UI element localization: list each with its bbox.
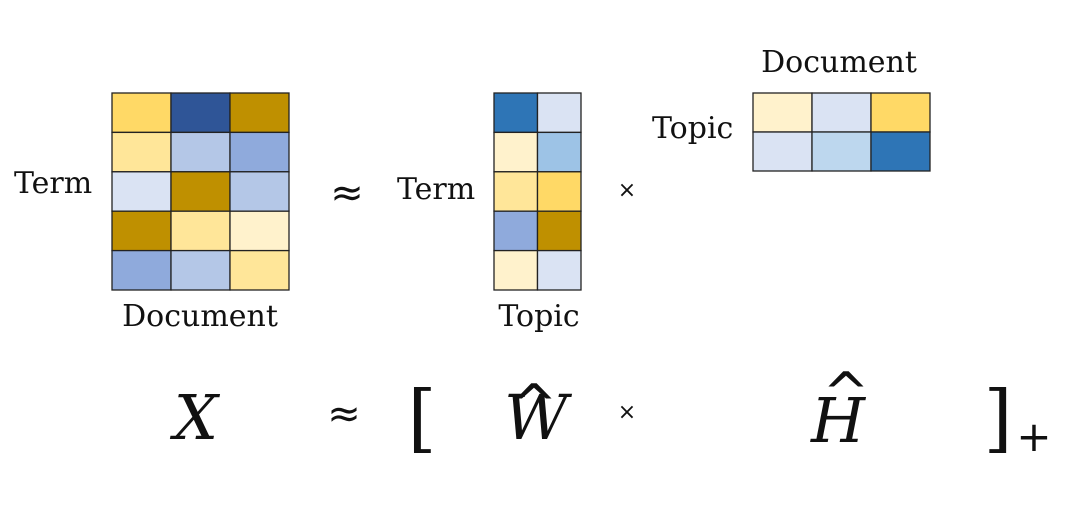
matrix-h-cell — [870, 131, 931, 172]
matrix-w-cell — [536, 171, 582, 212]
matrix-w-cell — [493, 210, 539, 252]
equation-w-symbol: W — [504, 381, 572, 454]
matrix-x-cell — [229, 249, 290, 291]
matrix-x-grid — [111, 92, 290, 291]
matrix-x-cell — [170, 92, 231, 134]
matrix-w-row-label: Term — [397, 172, 475, 207]
matrix-h-cell — [752, 131, 813, 172]
matrix-x-cell — [229, 171, 290, 212]
times-symbol-bottom: × — [618, 400, 636, 425]
plus-subscript: + — [1016, 412, 1051, 461]
matrix-x-cell — [229, 210, 290, 252]
open-bracket: [ — [408, 375, 437, 461]
equation-h-symbol: H — [810, 384, 867, 457]
matrix-x-cell — [170, 131, 231, 173]
h-hat-accent: ^ — [823, 361, 870, 426]
matrix-x-cell — [111, 249, 172, 291]
matrix-w-cell — [536, 131, 582, 173]
matrix-x-cell — [229, 92, 290, 134]
matrix-x-cell — [111, 171, 172, 212]
matrix-w-cell — [536, 249, 582, 291]
matrix-w-cell — [493, 171, 539, 212]
matrix-w-grid — [493, 92, 582, 291]
matrix-w-cell — [493, 131, 539, 173]
approx-symbol-bottom: ≈ — [327, 391, 361, 437]
matrix-x-cell — [111, 92, 172, 134]
matrix-w-col-label: Topic — [498, 299, 579, 334]
matrix-x-cell — [170, 171, 231, 212]
close-bracket: ] — [984, 375, 1013, 461]
times-symbol-top: × — [618, 178, 636, 203]
matrix-h-cell — [811, 92, 872, 133]
matrix-h-grid — [752, 92, 931, 172]
matrix-x-cell — [229, 131, 290, 173]
matrix-x-row-label: Term — [14, 166, 92, 201]
matrix-w-cell — [493, 249, 539, 291]
matrix-w-cell — [536, 92, 582, 134]
matrix-h-col-label: Document — [761, 45, 917, 80]
equation-x-symbol: X — [170, 381, 221, 454]
matrix-x-cell — [170, 249, 231, 291]
approx-symbol-top: ≈ — [330, 170, 364, 216]
w-hat-accent: ^ — [511, 373, 558, 438]
matrix-w-cell — [536, 210, 582, 252]
matrix-x-cell — [170, 210, 231, 252]
matrix-x-cell — [111, 210, 172, 252]
matrix-h-cell — [752, 92, 813, 133]
matrix-h-row-label: Topic — [652, 111, 733, 146]
matrix-x-cell — [111, 131, 172, 173]
matrix-w-cell — [493, 92, 539, 134]
matrix-h-cell — [870, 92, 931, 133]
matrix-x-col-label: Document — [122, 299, 278, 334]
matrix-h-cell — [811, 131, 872, 172]
